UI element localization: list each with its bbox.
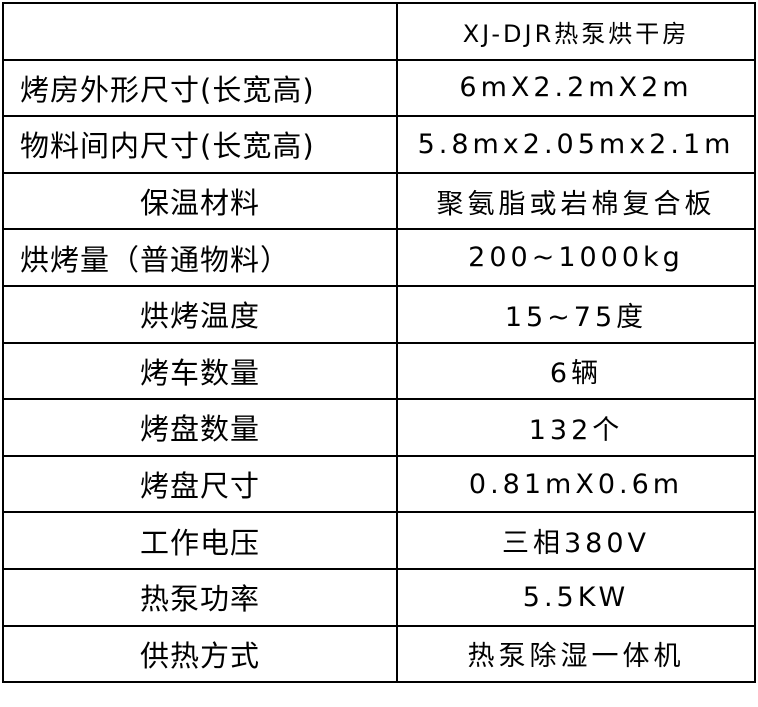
spec-label: 烘烤量（普通物料） [2, 228, 398, 287]
table-header-row: XJ-DJR热泵烘干房 [2, 2, 756, 61]
table-row: 烤车数量 6辆 [2, 341, 756, 401]
spec-label: 烤盘尺寸 [2, 454, 398, 514]
spec-value: 200~1000kg [396, 228, 756, 287]
spec-value: 15~75度 [396, 284, 756, 344]
spec-label: 工作电压 [2, 511, 398, 570]
table-row: 烤房外形尺寸(长宽高) 6mX2.2mX2m [2, 58, 756, 118]
spec-label: 烤盘数量 [2, 398, 398, 457]
spec-value: 5.5KW [396, 567, 756, 627]
spec-value: 132个 [396, 398, 756, 457]
table-row: 物料间内尺寸(长宽高) 5.8mx2.05mx2.1m [2, 115, 756, 174]
header-label-cell [2, 2, 398, 61]
spec-table: XJ-DJR热泵烘干房 烤房外形尺寸(长宽高) 6mX2.2mX2m 物料间内尺寸(… [2, 2, 756, 684]
table-row: 烤盘数量 132个 [2, 398, 756, 457]
spec-value: 6mX2.2mX2m [396, 58, 756, 118]
spec-label: 保温材料 [2, 171, 398, 231]
table-row: 烘烤温度 15~75度 [2, 284, 756, 344]
spec-label: 烤房外形尺寸(长宽高) [2, 58, 398, 118]
table-row: 保温材料 聚氨脂或岩棉复合板 [2, 171, 756, 231]
table-row: 烘烤量（普通物料） 200~1000kg [2, 228, 756, 287]
spec-label: 烤车数量 [2, 341, 398, 401]
header-model-cell: XJ-DJR热泵烘干房 [396, 2, 756, 61]
table-row: 热泵功率 5.5KW [2, 567, 756, 627]
spec-value: 热泵除湿一体机 [396, 624, 756, 684]
spec-label: 烘烤温度 [2, 284, 398, 344]
spec-label: 供热方式 [2, 624, 398, 684]
spec-value: 0.81mX0.6m [396, 454, 756, 514]
spec-value: 5.8mx2.05mx2.1m [396, 115, 756, 174]
spec-label: 热泵功率 [2, 567, 398, 627]
table-row: 工作电压 三相380V [2, 511, 756, 570]
spec-value: 6辆 [396, 341, 756, 401]
spec-label: 物料间内尺寸(长宽高) [2, 115, 398, 174]
table-row: 供热方式 热泵除湿一体机 [2, 624, 756, 684]
spec-value: 三相380V [396, 511, 756, 570]
spec-value: 聚氨脂或岩棉复合板 [396, 171, 756, 231]
table-row: 烤盘尺寸 0.81mX0.6m [2, 454, 756, 514]
